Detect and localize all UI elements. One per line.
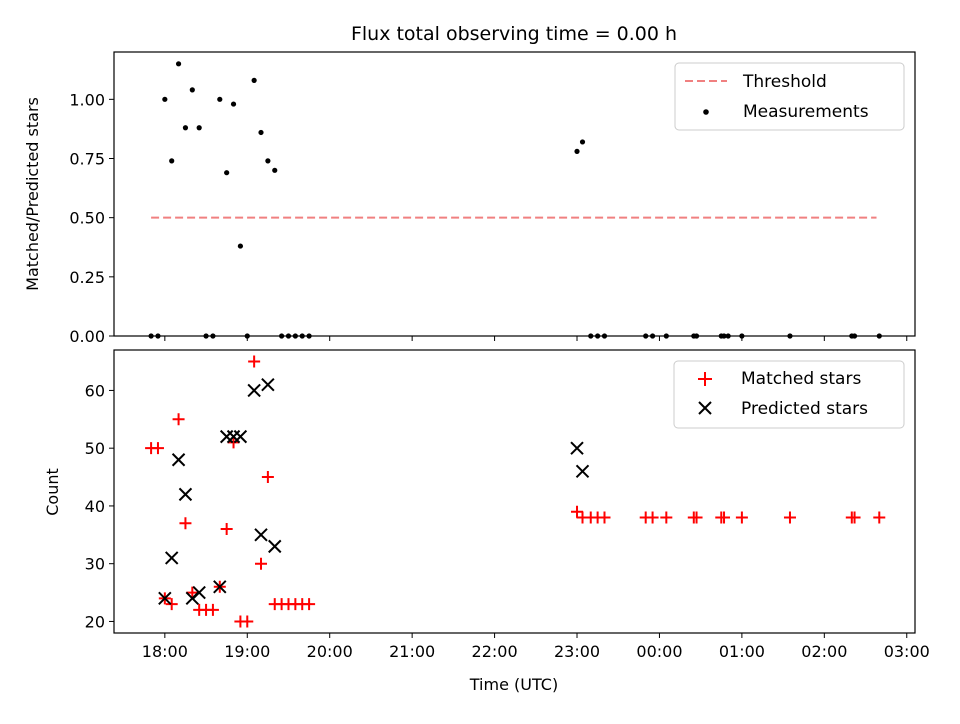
predicted-star-point [178,487,193,502]
top-y-axis-label: Matched/Predicted stars [23,97,42,291]
x-tick-label: 22:00 [472,642,518,661]
predicted-star-point [268,539,282,554]
bottom-y-tick-label: 40 [85,497,105,516]
matched-star-point [735,511,748,524]
predicted-star-point [261,377,275,392]
matched-star-point [261,471,274,484]
measurement-point [224,170,230,176]
bottom-plot-frame [113,349,916,634]
matched-star-point [165,598,178,611]
top-plot-frame [113,51,916,337]
bottom-legend-box [673,360,905,429]
top-legend-threshold-label: Threshold [742,72,827,92]
top-legend-measurements-label: Measurements [743,102,869,122]
bottom-y-axis-label: Count [43,468,62,516]
x-tick-label: 23:00 [554,642,600,661]
top-y-tick-label: 0.00 [69,327,105,346]
predicted-star-point [171,453,186,467]
matched-star-point [179,517,192,530]
x-tick-label: 19:00 [224,642,270,661]
x-tick-label: 02:00 [801,642,847,661]
predicted-star-point [158,591,172,606]
top-legend: Threshold Measurements [674,62,905,131]
matched-star-point [718,511,731,524]
measurement-point [579,139,586,145]
bottom-plot-area [145,355,886,628]
x-axis-label: Time (UTC) [469,675,558,694]
matched-star-point [848,511,861,524]
matched-star-point [151,442,164,455]
measurement-point [162,96,168,102]
matched-star-point [206,603,219,616]
matched-star-point [255,557,268,570]
bottom-y-tick-label: 30 [85,555,105,574]
measurement-point [272,167,278,173]
predicted-star-point [254,528,268,542]
measurement-point [574,148,580,154]
matched-star-point [690,511,703,524]
matched-star-point [646,511,659,524]
x-tick-label: 18:00 [142,642,188,661]
predicted-star-point [233,429,248,444]
measurement-point [230,101,237,107]
bottom-y-tick-label: 60 [85,381,105,400]
matched-star-point [227,436,240,449]
x-tick-label: 03:00 [884,642,930,661]
bottom-legend-matched-label: Matched stars [741,369,861,389]
matched-star-point [241,615,254,628]
predicted-star-point [570,441,584,455]
measurement-point [258,129,264,136]
bottom-legend-matched-swatch [698,372,712,386]
measurement-point [251,77,257,83]
matched-star-point [186,586,199,599]
bottom-legend-predicted-label: Predicted stars [741,399,868,419]
matched-star-point [873,511,886,524]
matched-star-point [783,511,796,524]
top-y-tick-label: 0.25 [69,268,105,287]
predicted-star-point [247,383,261,398]
x-tick-label: 21:00 [389,642,435,661]
measurement-point [237,243,244,249]
matched-star-point [598,511,611,524]
top-y-tick-label: 0.50 [69,209,105,228]
top-plot-area [148,61,882,339]
matched-star-point [220,523,233,536]
top-y-tick-label: 1.00 [69,90,105,109]
measurement-point [189,87,195,93]
matched-star-point [248,355,261,368]
measurement-point [265,158,271,164]
measurement-point [182,125,189,131]
predicted-star-point [213,580,227,594]
matched-star-point [660,511,673,524]
measurement-point [196,125,202,131]
x-tick-label: 00:00 [636,642,682,661]
measurement-point [175,61,182,67]
predicted-star-point [575,464,590,478]
bottom-legend-predicted-swatch [698,401,712,415]
matched-star-point [172,413,185,426]
top-legend-box [674,62,905,131]
bottom-y-tick-label: 50 [85,439,105,458]
measurement-point [217,96,223,102]
matched-star-point [571,505,584,518]
top-legend-measurements-swatch [703,109,709,115]
x-tick-label: 20:00 [307,642,353,661]
x-tick-label: 01:00 [719,642,765,661]
measurement-point [169,158,175,164]
top-y-tick-label: 0.75 [69,150,105,169]
chart-title: Flux total observing time = 0.00 h [351,23,677,45]
predicted-star-point [192,585,206,600]
bottom-legend: Matched stars Predicted stars [673,360,905,429]
matched-star-point [303,598,316,611]
predicted-star-point [164,551,179,565]
bottom-y-tick-label: 20 [85,612,105,631]
